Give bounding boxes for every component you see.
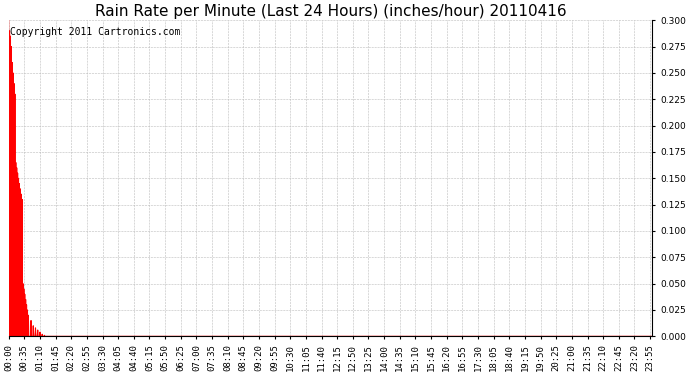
Text: Copyright 2011 Cartronics.com: Copyright 2011 Cartronics.com [10,27,180,37]
Title: Rain Rate per Minute (Last 24 Hours) (inches/hour) 20110416: Rain Rate per Minute (Last 24 Hours) (in… [95,4,566,19]
